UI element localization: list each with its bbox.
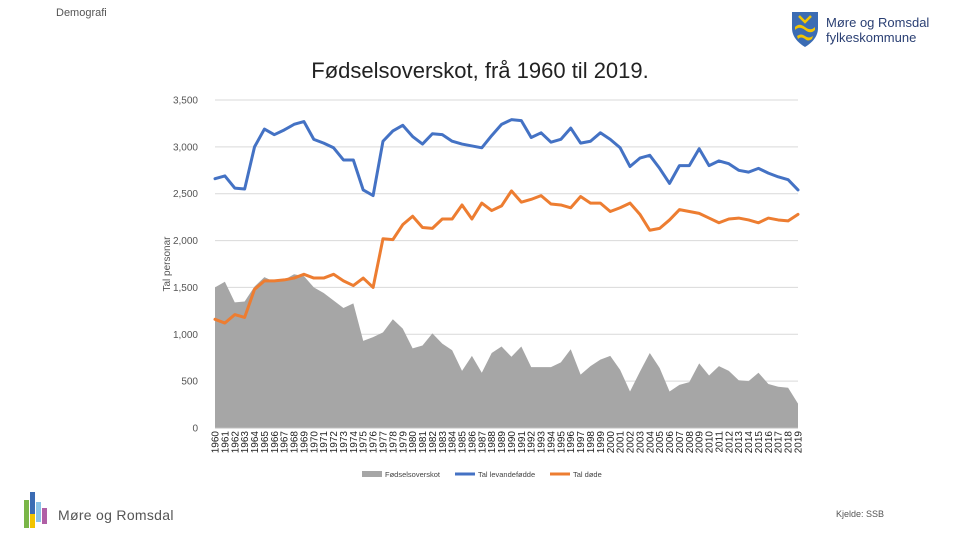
y-tick-label: 0: [192, 424, 198, 435]
brand-name: Møre og Romsdal fylkeskommune: [826, 15, 929, 45]
data-series: [213, 118, 800, 428]
x-tick-label: 1984: [448, 431, 459, 454]
x-tick-label: 1988: [487, 431, 498, 454]
x-tick-label: 2016: [764, 431, 775, 454]
x-tick-label: 1964: [250, 431, 261, 454]
x-tick-label: 1986: [467, 431, 478, 454]
x-tick-label: 1981: [418, 431, 429, 454]
x-tick-label: 2002: [626, 431, 637, 454]
x-tick-label: 1992: [527, 431, 538, 454]
x-tick-label: 2001: [616, 431, 627, 454]
x-tick-label: 1968: [290, 431, 301, 454]
x-tick-label: 1970: [309, 431, 320, 454]
x-tick-label: 1975: [359, 431, 370, 454]
x-tick-label: 2013: [734, 431, 745, 454]
x-tick-label: 1967: [280, 431, 291, 454]
x-tick-label: 2015: [754, 431, 765, 454]
x-tick-label: 1999: [596, 431, 607, 454]
x-tick-label: 1972: [329, 431, 340, 454]
series-area-fodselsoverskot: [215, 274, 798, 428]
x-tick-label: 1979: [398, 431, 409, 454]
x-tick-label: 1971: [319, 431, 330, 454]
x-tick-label: 1961: [220, 431, 231, 454]
x-tick-label: 2011: [714, 431, 725, 453]
x-tick-label: 1983: [438, 431, 449, 454]
y-tick-label: 500: [181, 377, 198, 388]
x-tick-label: 1978: [388, 431, 399, 454]
x-tick-label: 2010: [705, 431, 716, 454]
x-tick-label: 2009: [695, 431, 706, 454]
x-tick-label: 1995: [556, 431, 567, 454]
y-axis-label: Tal personar: [162, 236, 173, 292]
x-tick-label: 2005: [655, 431, 666, 454]
x-tick-label: 1969: [299, 431, 310, 454]
x-tick-label: 1962: [230, 431, 241, 454]
legend-swatch: [362, 471, 382, 477]
x-tick-label: 2003: [635, 431, 646, 454]
x-tick-label: 1977: [378, 431, 389, 454]
footer-brand-name: Møre og Romsdal: [58, 507, 174, 523]
x-tick-label: 1973: [339, 431, 350, 454]
legend-label: Tal døde: [573, 470, 602, 479]
x-tick-label: 1991: [517, 431, 528, 454]
x-tick-label: 1987: [477, 431, 488, 454]
brand-name-line2: fylkeskommune: [826, 30, 917, 45]
y-tick-label: 1,000: [173, 330, 198, 341]
source-note: Kjelde: SSB: [835, 509, 884, 519]
x-tick-label: 1985: [458, 431, 469, 454]
chart-title: Fødselsoverskot, frå 1960 til 2019.: [311, 58, 649, 83]
x-tick-label: 1976: [369, 431, 380, 454]
x-tick-label: 1963: [240, 431, 251, 454]
x-tick-label: 2000: [606, 431, 617, 454]
x-tick-label: 2007: [675, 431, 686, 454]
brand-bars-icon: [24, 492, 47, 528]
x-tick-label: 1994: [546, 431, 557, 454]
y-tick-label: 3,000: [173, 142, 198, 153]
legend-label: Fødselsoverskot: [385, 470, 441, 479]
brand-name-line1: Møre og Romsdal: [826, 15, 930, 30]
x-tick-label: 1980: [408, 431, 419, 454]
x-tick-label: 1993: [537, 431, 548, 454]
y-tick-label: 1,500: [173, 283, 198, 294]
legend: Fødselsoverskot Tal levandefødde Tal døde: [362, 470, 602, 479]
x-tick-label: 1989: [497, 431, 508, 454]
x-tick-label: 2004: [645, 431, 656, 454]
x-tick-label: 1966: [270, 431, 281, 454]
x-tick-label: 2018: [784, 431, 795, 454]
x-tick-label: 1974: [349, 431, 360, 454]
x-tick-label: 2019: [794, 431, 805, 454]
brand-header[interactable]: Møre og Romsdal fylkeskommune: [790, 8, 940, 50]
x-tick-label: 1990: [507, 431, 518, 454]
x-tick-label: 1996: [566, 431, 577, 454]
x-tick-label: 1960: [211, 431, 222, 454]
series-line-dode: [213, 189, 800, 325]
x-tick-label: 1965: [260, 431, 271, 454]
x-tick-label: 2017: [774, 431, 785, 454]
legend-label: Tal levandefødde: [478, 470, 535, 479]
x-tick-label: 2008: [685, 431, 696, 454]
x-tick-label: 2012: [724, 431, 735, 454]
axes: 0 500 1,000 1,500 2,000 2,500 3,000 3,500 Tal pe…: [162, 96, 805, 454]
coat-of-arms-icon: [792, 12, 818, 47]
x-tick-label: 1982: [428, 431, 439, 454]
y-tick-label: 2,500: [173, 189, 198, 200]
y-tick-label: 3,500: [173, 96, 198, 107]
x-tick-label: 2014: [744, 431, 755, 454]
x-tick-label: 2006: [665, 431, 676, 454]
x-tick-label: 1997: [576, 431, 587, 454]
section-label: Demografi: [56, 7, 107, 19]
x-tick-label: 1998: [586, 431, 597, 454]
y-tick-label: 2,000: [173, 236, 198, 247]
series-line-levandefodde: [213, 118, 800, 198]
